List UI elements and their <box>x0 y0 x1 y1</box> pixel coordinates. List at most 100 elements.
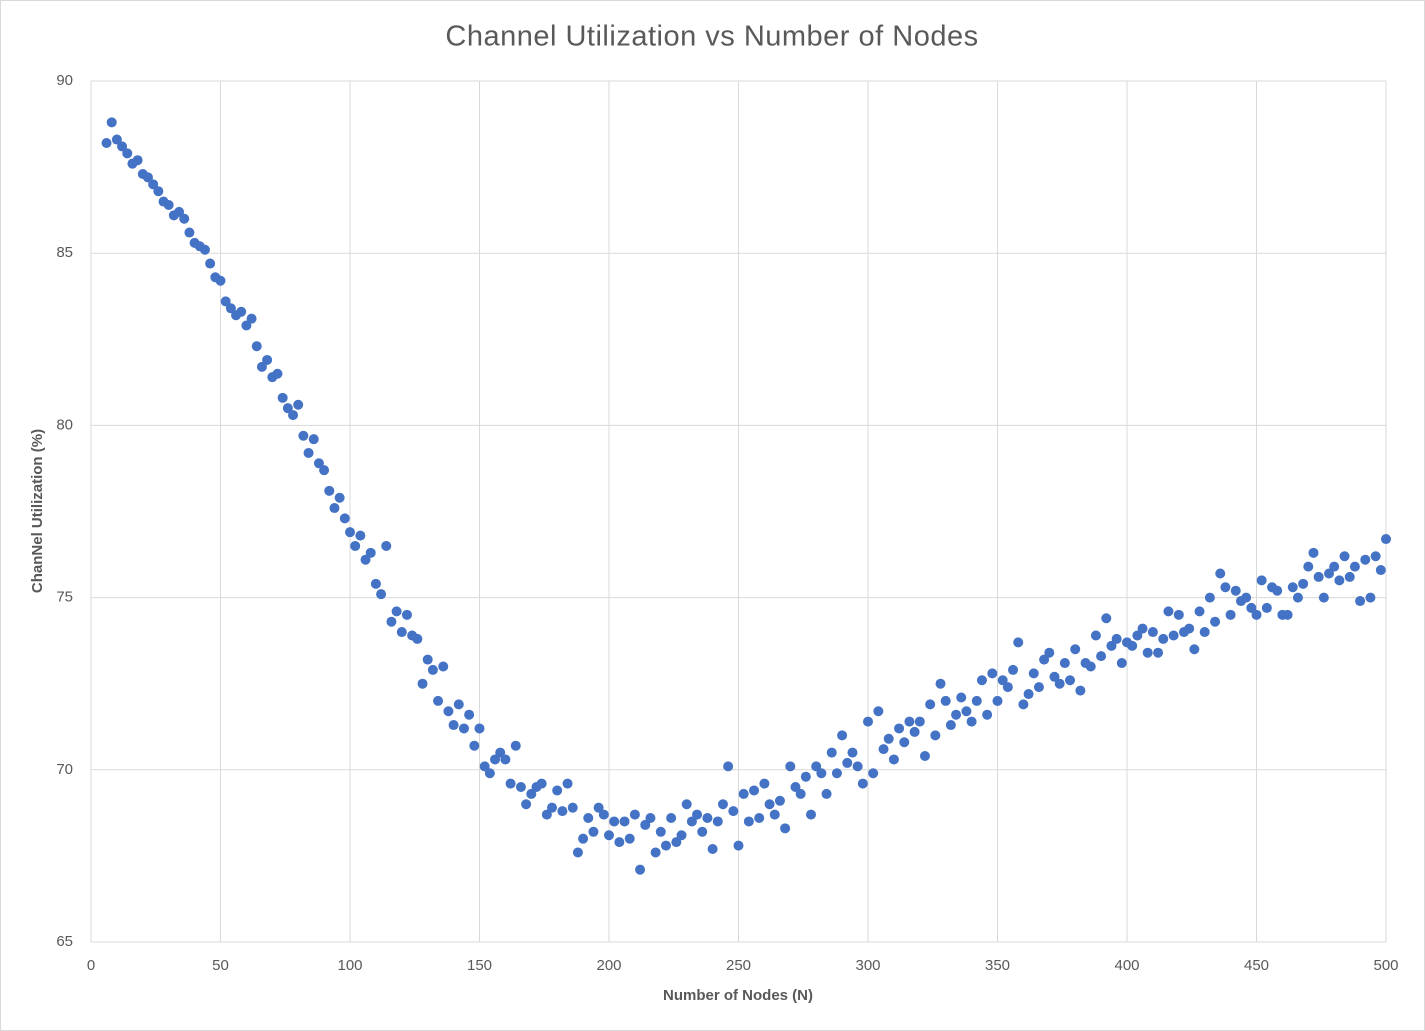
point <box>925 699 936 710</box>
point <box>458 723 469 734</box>
point <box>666 813 677 824</box>
point <box>510 740 521 751</box>
point <box>1303 561 1314 572</box>
point <box>1075 685 1086 696</box>
point <box>474 723 485 734</box>
point <box>1246 602 1257 613</box>
point <box>971 695 982 706</box>
point <box>712 816 723 827</box>
point <box>448 720 459 731</box>
point <box>484 768 495 779</box>
point <box>381 540 392 551</box>
point <box>277 392 288 403</box>
point <box>749 785 760 796</box>
point <box>609 816 620 827</box>
y-tick-label: 70 <box>56 761 73 778</box>
point <box>888 754 899 765</box>
point <box>956 692 967 703</box>
point <box>256 361 267 372</box>
point <box>355 530 366 541</box>
point <box>313 458 324 469</box>
point <box>334 492 345 503</box>
point <box>453 699 464 710</box>
point <box>1184 623 1195 634</box>
point <box>376 589 387 600</box>
point <box>547 802 558 813</box>
x-tick-label: 450 <box>1244 957 1269 974</box>
point <box>536 778 547 789</box>
point <box>350 540 361 551</box>
point <box>868 768 879 779</box>
point <box>1339 551 1350 562</box>
point <box>1059 658 1070 669</box>
point <box>1070 644 1081 655</box>
point <box>1225 609 1236 620</box>
point <box>396 627 407 638</box>
point <box>1023 689 1034 700</box>
point <box>505 778 516 789</box>
point <box>1111 633 1122 644</box>
point <box>945 720 956 731</box>
point <box>1230 585 1241 596</box>
point <box>562 778 573 789</box>
point <box>174 206 185 217</box>
point <box>199 244 210 255</box>
point <box>774 795 785 806</box>
point <box>1220 582 1231 593</box>
point <box>1251 609 1262 620</box>
point <box>552 785 563 796</box>
point <box>401 609 412 620</box>
point <box>205 258 216 269</box>
point <box>1096 651 1107 662</box>
point <box>1008 664 1019 675</box>
point <box>1049 671 1060 682</box>
x-tick-label: 300 <box>855 957 880 974</box>
point <box>1018 699 1029 710</box>
point <box>992 695 1003 706</box>
point <box>1189 644 1200 655</box>
point <box>1147 627 1158 638</box>
point <box>1101 613 1112 624</box>
point <box>878 744 889 755</box>
point <box>184 227 195 238</box>
point <box>153 186 164 197</box>
point <box>754 813 765 824</box>
point <box>1158 633 1169 644</box>
point <box>1153 647 1164 658</box>
point <box>593 802 604 813</box>
point <box>1241 592 1252 603</box>
point <box>1163 606 1174 617</box>
point <box>598 809 609 820</box>
point <box>904 716 915 727</box>
point <box>370 578 381 589</box>
point <box>293 399 304 410</box>
point <box>246 313 257 324</box>
point <box>759 778 770 789</box>
point <box>702 813 713 824</box>
point <box>1329 561 1340 572</box>
point <box>464 709 475 720</box>
point <box>733 840 744 851</box>
point <box>215 275 226 286</box>
point <box>1044 647 1055 658</box>
x-tick-label: 250 <box>726 957 751 974</box>
point <box>148 179 159 190</box>
point <box>515 782 526 793</box>
point <box>1028 668 1039 679</box>
point <box>101 137 112 148</box>
y-tick-label: 90 <box>56 72 73 89</box>
point <box>1142 647 1153 658</box>
point <box>826 747 837 758</box>
point <box>935 678 946 689</box>
y-tick-label: 80 <box>56 416 73 433</box>
point <box>635 864 646 875</box>
point <box>1344 571 1355 582</box>
point <box>1199 627 1210 638</box>
point <box>914 716 925 727</box>
x-tick-label: 150 <box>467 957 492 974</box>
point <box>1054 678 1065 689</box>
point <box>572 847 583 858</box>
point <box>1033 682 1044 693</box>
